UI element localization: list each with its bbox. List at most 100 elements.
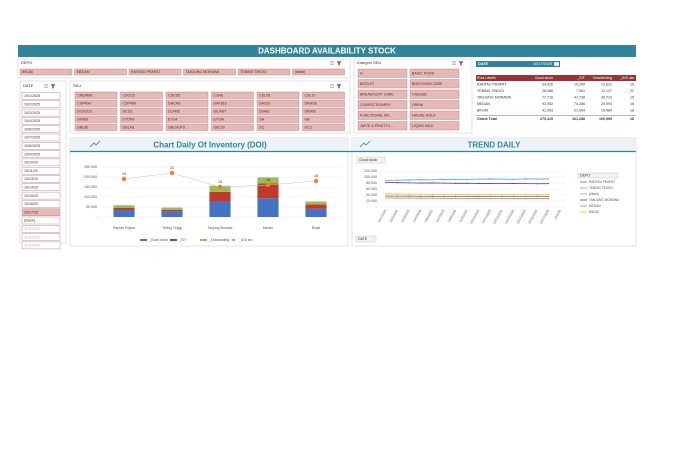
- slicer-button[interactable]: [256, 107, 300, 115]
- slicer-button[interactable]: [74, 91, 118, 99]
- slicer-button[interactable]: [409, 100, 460, 110]
- trend-marker: [547, 194, 550, 196]
- slicer-button[interactable]: [409, 121, 460, 131]
- slicer-button-label: DACAS: [168, 101, 181, 105]
- slicer-button[interactable]: [74, 68, 127, 76]
- slicer-button-label: DRAGE: [305, 101, 318, 105]
- slicer-button[interactable]: [256, 115, 300, 123]
- slicer-button[interactable]: [211, 107, 254, 115]
- slicer-button[interactable]: [21, 191, 61, 200]
- slicer-button[interactable]: [302, 123, 345, 131]
- slicer-button[interactable]: [21, 233, 61, 241]
- slicer-button[interactable]: [302, 107, 345, 115]
- slicer-button[interactable]: [21, 183, 61, 192]
- slicer-button[interactable]: [211, 123, 254, 131]
- slicer-button[interactable]: [21, 200, 61, 208]
- slicer-button[interactable]: [21, 241, 61, 250]
- slicer-button[interactable]: [211, 99, 254, 107]
- trend-marker: [466, 178, 468, 180]
- slicer-button[interactable]: [409, 68, 460, 78]
- slicer-button[interactable]: [237, 68, 291, 76]
- slicer-button[interactable]: [21, 225, 61, 233]
- slicer-button[interactable]: [409, 110, 460, 120]
- pivot-cell: RANTAU PRAPAT: [477, 82, 507, 86]
- slicer-button-label: CSP40K: [123, 101, 137, 105]
- slicer-button[interactable]: [120, 91, 163, 99]
- pivot-cell: 28,088: [542, 89, 553, 93]
- slicer-button[interactable]: [211, 115, 254, 123]
- trend-marker: [513, 194, 515, 196]
- slicer-button[interactable]: [165, 91, 209, 99]
- slicer-button[interactable]: [120, 123, 163, 131]
- slicer-button[interactable]: [409, 89, 460, 99]
- multi-select-icon[interactable]: [452, 61, 456, 65]
- slicer-button[interactable]: [21, 166, 61, 175]
- clear-filter-icon[interactable]: [336, 61, 342, 66]
- slicer-button[interactable]: [357, 89, 408, 99]
- slicer-button[interactable]: [19, 68, 73, 76]
- data-label: 19: [122, 172, 126, 176]
- slicer-button[interactable]: [74, 99, 118, 107]
- slicer-button[interactable]: [256, 123, 300, 131]
- slicer-button[interactable]: [302, 115, 345, 123]
- slicer-button[interactable]: [165, 99, 209, 107]
- slicer-button[interactable]: [21, 142, 61, 150]
- x-tick-label: 10/11/2025: [481, 209, 492, 225]
- slicer-button-label: DILANT: [214, 109, 228, 113]
- slicer-button[interactable]: [74, 123, 118, 131]
- multi-select-icon[interactable]: [330, 84, 334, 88]
- trend-marker: [536, 195, 538, 198]
- slicer-label: Kategori SKU: [357, 60, 381, 65]
- slicer-button[interactable]: [357, 68, 408, 78]
- slicer-button[interactable]: [165, 115, 209, 123]
- slicer-button[interactable]: [21, 117, 61, 125]
- slicer-button[interactable]: [211, 91, 254, 99]
- field-button[interactable]: [356, 156, 386, 164]
- slicer-button[interactable]: [165, 123, 209, 131]
- multi-select-icon[interactable]: [44, 84, 48, 88]
- pivot-cell: 74,286: [574, 102, 585, 106]
- slicer-button[interactable]: [21, 133, 61, 142]
- slicer-button[interactable]: [120, 115, 163, 123]
- slicer-button[interactable]: [128, 68, 182, 76]
- clear-filter-icon[interactable]: [458, 61, 464, 66]
- trend-marker: [501, 197, 503, 200]
- slicer-button[interactable]: [120, 99, 163, 107]
- slicer-button[interactable]: [21, 108, 61, 117]
- slicer-button[interactable]: [256, 99, 300, 107]
- trend-marker: [513, 197, 515, 200]
- slicer-button[interactable]: [183, 68, 236, 76]
- slicer-button-label: CSP40H: [77, 101, 91, 105]
- slicer-button[interactable]: [21, 92, 61, 100]
- clear-filter-icon[interactable]: [50, 84, 56, 89]
- slicer-button[interactable]: [74, 115, 118, 123]
- slicer-button[interactable]: [357, 79, 408, 89]
- slicer-button[interactable]: [357, 121, 408, 131]
- slicer-button[interactable]: [256, 91, 300, 99]
- slicer-button[interactable]: [21, 216, 61, 225]
- clear-filter-icon[interactable]: [336, 84, 342, 89]
- slicer-button[interactable]: [357, 100, 408, 110]
- slicer-button[interactable]: [21, 175, 61, 183]
- slicer-button[interactable]: [292, 68, 345, 76]
- filter-dropdown[interactable]: [553, 61, 560, 67]
- slicer-button[interactable]: [21, 150, 61, 158]
- slicer-button[interactable]: [409, 79, 460, 89]
- slicer-button[interactable]: [21, 125, 61, 133]
- legend-title-box[interactable]: [577, 172, 619, 179]
- multi-select-icon[interactable]: [330, 61, 334, 65]
- slicer-button[interactable]: [302, 91, 345, 99]
- slicer-button[interactable]: [165, 107, 209, 115]
- slicer-button[interactable]: [74, 107, 118, 115]
- field-button[interactable]: [355, 235, 377, 243]
- slicer-button-label: GC2: [305, 125, 312, 129]
- field-button-label: Good stock: [359, 158, 377, 162]
- slicer-button[interactable]: [120, 107, 163, 115]
- chart-icon: [359, 140, 371, 148]
- slicer-button[interactable]: [21, 158, 61, 167]
- slicer-button-label: DTOP8: [123, 117, 135, 121]
- slicer-button[interactable]: [357, 110, 408, 120]
- slicer-button[interactable]: [21, 100, 61, 109]
- slicer-button[interactable]: [21, 208, 61, 216]
- slicer-button[interactable]: [302, 99, 345, 107]
